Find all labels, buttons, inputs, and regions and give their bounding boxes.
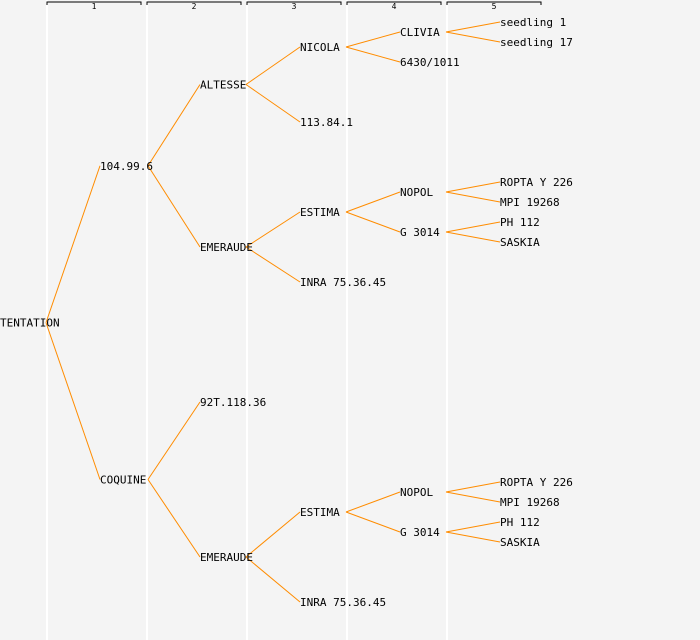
pedigree-node-label[interactable]: NOPOL	[400, 486, 433, 499]
pedigree-edge	[345, 511, 401, 533]
pedigree-edge	[147, 479, 201, 558]
pedigree-node-label[interactable]: TENTATION	[0, 317, 60, 330]
pedigree-node-label[interactable]: SASKIA	[500, 536, 540, 549]
generation-bracket	[346, 1, 442, 5]
generation-bracket	[446, 1, 542, 5]
generation-bracket	[246, 1, 342, 5]
pedigree-node-label[interactable]: EMERAUDE	[200, 551, 253, 564]
pedigree-edge	[245, 246, 301, 283]
pedigree-edge	[45, 165, 101, 323]
pedigree-node-label[interactable]: NICOLA	[300, 41, 340, 54]
pedigree-node-label[interactable]: G 3014	[400, 526, 440, 539]
pedigree-node-label[interactable]: ESTIMA	[300, 206, 340, 219]
pedigree-node-label[interactable]: G 3014	[400, 226, 440, 239]
pedigree-edge	[345, 491, 401, 513]
pedigree-edge	[445, 21, 501, 33]
pedigree-node-label[interactable]: ROPTA Y 226	[500, 476, 573, 489]
pedigree-node-label[interactable]: INRA 75.36.45	[300, 596, 386, 609]
pedigree-node-label[interactable]: 104.99.6	[100, 160, 153, 173]
generation-header: 1 2 3 4 5	[46, 1, 542, 11]
pedigree-node-label[interactable]: ALTESSE	[200, 79, 246, 92]
pedigree-node-label[interactable]: ROPTA Y 226	[500, 176, 573, 189]
pedigree-edge	[445, 531, 501, 543]
pedigree-node-label[interactable]: 113.84.1	[300, 116, 353, 129]
pedigree-node-label[interactable]: EMERAUDE	[200, 241, 253, 254]
pedigree-edge	[445, 191, 501, 203]
pedigree-edge	[345, 46, 401, 63]
node-labels: TENTATION 104.99.6 COQUINE ALTESSE EMERAUDE 9…	[0, 16, 573, 609]
generation-number: 5	[492, 2, 497, 11]
pedigree-node-label[interactable]: COQUINE	[100, 474, 146, 487]
pedigree-node-label[interactable]: CLIVIA	[400, 26, 440, 39]
pedigree-edge	[245, 84, 301, 123]
pedigree-edge	[445, 491, 501, 503]
pedigree-edge	[147, 84, 201, 167]
pedigree-node-label[interactable]: 6430/1011	[400, 56, 460, 69]
pedigree-edge	[245, 46, 301, 85]
pedigree-edge	[445, 221, 501, 233]
pedigree-edge	[245, 511, 301, 558]
pedigree-edge	[147, 165, 201, 248]
pedigree-edge	[445, 231, 501, 243]
generation-columns	[46, 0, 448, 640]
pedigree-edge	[147, 401, 201, 480]
pedigree-node-label[interactable]: NOPOL	[400, 186, 433, 199]
pedigree-edge	[445, 481, 501, 493]
generation-number: 2	[192, 2, 197, 11]
pedigree-node-label[interactable]: MPI 19268	[500, 496, 560, 509]
pedigree-node-label[interactable]: MPI 19268	[500, 196, 560, 209]
generation-number: 1	[92, 2, 97, 11]
pedigree-edge	[45, 322, 101, 480]
generation-number: 3	[292, 2, 297, 11]
pedigree-node-label[interactable]: SASKIA	[500, 236, 540, 249]
pedigree-node-label[interactable]: INRA 75.36.45	[300, 276, 386, 289]
pedigree-edge	[345, 191, 401, 213]
generation-bracket	[146, 1, 242, 5]
generation-number: 4	[392, 2, 397, 11]
pedigree-edge	[345, 211, 401, 233]
pedigree-edge	[345, 31, 401, 48]
pedigree-edge	[245, 211, 301, 248]
pedigree-edge	[445, 31, 501, 43]
generation-bracket	[46, 1, 142, 5]
pedigree-node-label[interactable]: ESTIMA	[300, 506, 340, 519]
tree-edges	[45, 21, 501, 603]
pedigree-node-label[interactable]: 92T.118.36	[200, 396, 266, 409]
pedigree-edge	[245, 556, 301, 603]
pedigree-node-label[interactable]: seedling 17	[500, 36, 573, 49]
pedigree-node-label[interactable]: PH 112	[500, 516, 540, 529]
pedigree-edge	[445, 521, 501, 533]
pedigree-node-label[interactable]: seedling 1	[500, 16, 566, 29]
pedigree-node-label[interactable]: PH 112	[500, 216, 540, 229]
pedigree-edge	[445, 181, 501, 193]
